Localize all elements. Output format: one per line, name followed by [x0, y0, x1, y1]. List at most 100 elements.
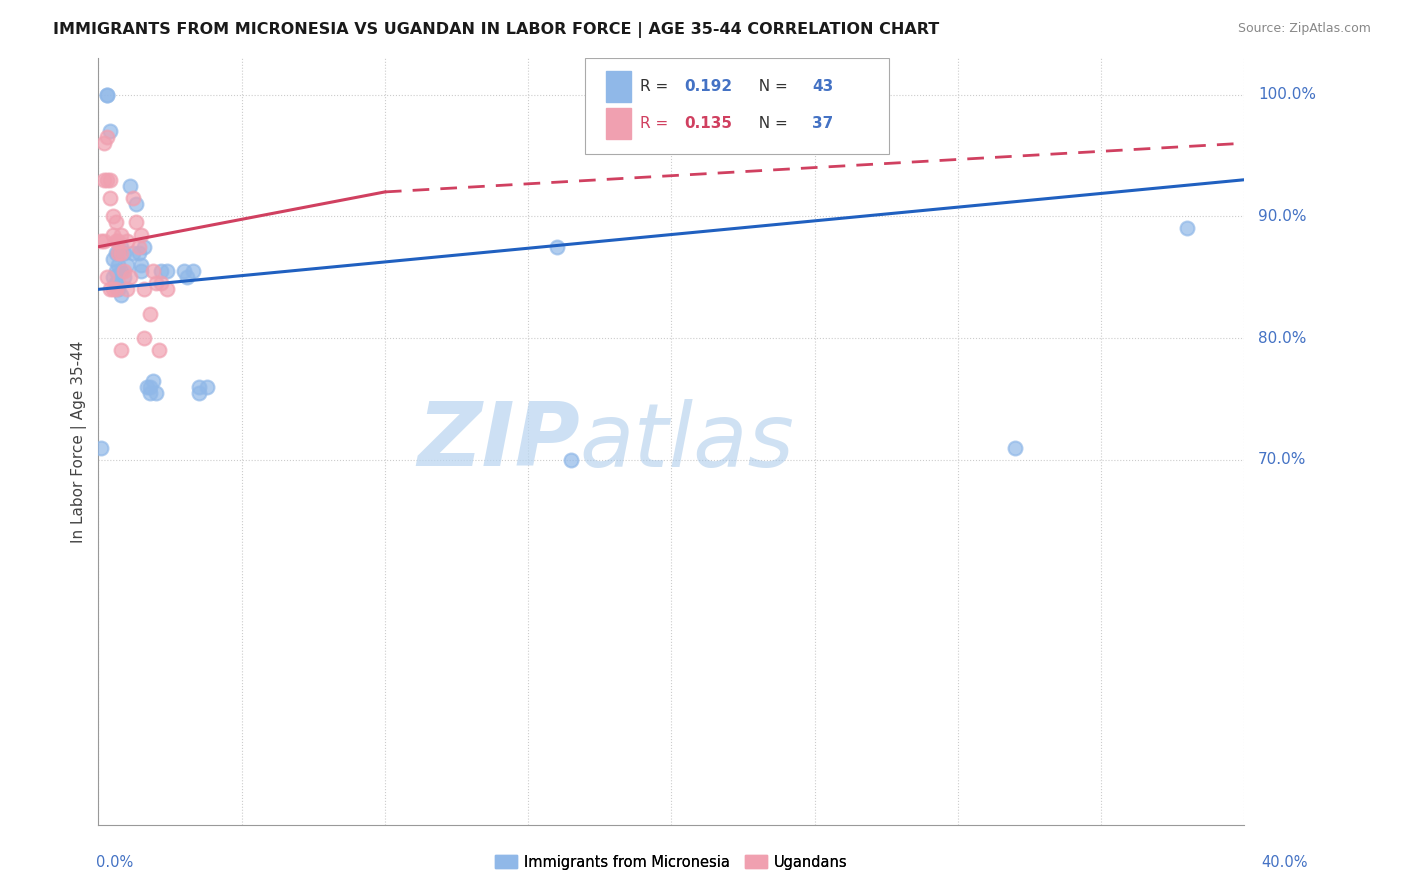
Point — [110, 240, 132, 254]
Point — [134, 282, 156, 296]
Point — [128, 240, 150, 254]
Point — [110, 288, 132, 302]
Point — [145, 385, 167, 400]
Point — [139, 385, 162, 400]
Point — [107, 234, 129, 248]
Point — [124, 197, 146, 211]
Point — [107, 245, 129, 260]
Point — [101, 227, 124, 242]
Point — [104, 277, 127, 291]
Point — [110, 245, 132, 260]
Point — [104, 245, 127, 260]
Point — [124, 215, 146, 229]
Point — [156, 282, 179, 296]
Point — [181, 264, 204, 278]
Point — [101, 252, 124, 266]
Text: IMMIGRANTS FROM MICRONESIA VS UGANDAN IN LABOR FORCE | AGE 35-44 CORRELATION CHA: IMMIGRANTS FROM MICRONESIA VS UGANDAN IN… — [53, 22, 939, 38]
Point — [101, 270, 124, 285]
Point — [187, 380, 209, 394]
Point — [110, 227, 132, 242]
Text: 0.0%: 0.0% — [96, 855, 132, 870]
Text: R =: R = — [640, 116, 673, 131]
FancyBboxPatch shape — [585, 58, 889, 153]
Point — [104, 282, 127, 296]
Point — [148, 343, 170, 358]
Text: 90.0%: 90.0% — [1258, 209, 1306, 224]
Point — [118, 270, 141, 285]
Point — [131, 227, 153, 242]
Point — [98, 191, 121, 205]
Point — [90, 234, 112, 248]
Text: 70.0%: 70.0% — [1258, 452, 1306, 467]
Point — [131, 258, 153, 272]
Point — [176, 270, 198, 285]
Point — [110, 343, 132, 358]
Text: N =: N = — [749, 78, 793, 94]
Text: 40.0%: 40.0% — [1261, 855, 1308, 870]
Point — [107, 258, 129, 272]
Point — [156, 264, 179, 278]
Point — [195, 380, 218, 394]
Point — [101, 209, 124, 223]
Text: atlas: atlas — [579, 399, 794, 484]
Point — [110, 264, 132, 278]
Point — [115, 282, 138, 296]
Point — [98, 282, 121, 296]
Point — [150, 277, 173, 291]
Point — [560, 452, 582, 467]
Point — [546, 240, 568, 254]
Point — [107, 245, 129, 260]
Point — [121, 191, 143, 205]
Point — [112, 264, 135, 278]
Point — [112, 270, 135, 285]
Point — [96, 130, 118, 145]
Point — [96, 87, 118, 102]
Text: Source: ZipAtlas.com: Source: ZipAtlas.com — [1237, 22, 1371, 36]
Point — [118, 178, 141, 193]
Text: 37: 37 — [813, 116, 834, 131]
Point — [104, 215, 127, 229]
Text: 0.135: 0.135 — [683, 116, 733, 131]
Point — [128, 245, 150, 260]
Point — [96, 87, 118, 102]
Point — [1004, 441, 1026, 455]
Point — [93, 136, 115, 151]
FancyBboxPatch shape — [606, 71, 631, 102]
Point — [101, 282, 124, 296]
Point — [139, 380, 162, 394]
Text: 0.192: 0.192 — [683, 78, 733, 94]
Text: R =: R = — [640, 78, 673, 94]
Point — [93, 234, 115, 248]
Point — [98, 124, 121, 138]
Point — [134, 331, 156, 345]
Legend: Immigrants from Micronesia, Ugandans: Immigrants from Micronesia, Ugandans — [489, 848, 853, 875]
Point — [104, 264, 127, 278]
Point — [115, 234, 138, 248]
Point — [187, 385, 209, 400]
Text: 43: 43 — [813, 78, 834, 94]
Point — [121, 245, 143, 260]
Point — [134, 240, 156, 254]
Point — [142, 264, 165, 278]
Point — [93, 173, 115, 187]
Point — [142, 374, 165, 388]
Point — [112, 245, 135, 260]
Point — [173, 264, 195, 278]
Point — [115, 258, 138, 272]
Point — [98, 173, 121, 187]
Point — [139, 307, 162, 321]
Text: 80.0%: 80.0% — [1258, 331, 1306, 345]
Point — [1175, 221, 1198, 235]
Point — [96, 270, 118, 285]
Point — [104, 234, 127, 248]
Point — [145, 277, 167, 291]
Text: ZIP: ZIP — [418, 398, 579, 485]
Point — [150, 264, 173, 278]
Point — [131, 264, 153, 278]
Text: 100.0%: 100.0% — [1258, 87, 1316, 102]
Point — [107, 282, 129, 296]
Text: N =: N = — [749, 116, 793, 131]
FancyBboxPatch shape — [606, 108, 631, 138]
Point — [90, 441, 112, 455]
Point — [136, 380, 159, 394]
